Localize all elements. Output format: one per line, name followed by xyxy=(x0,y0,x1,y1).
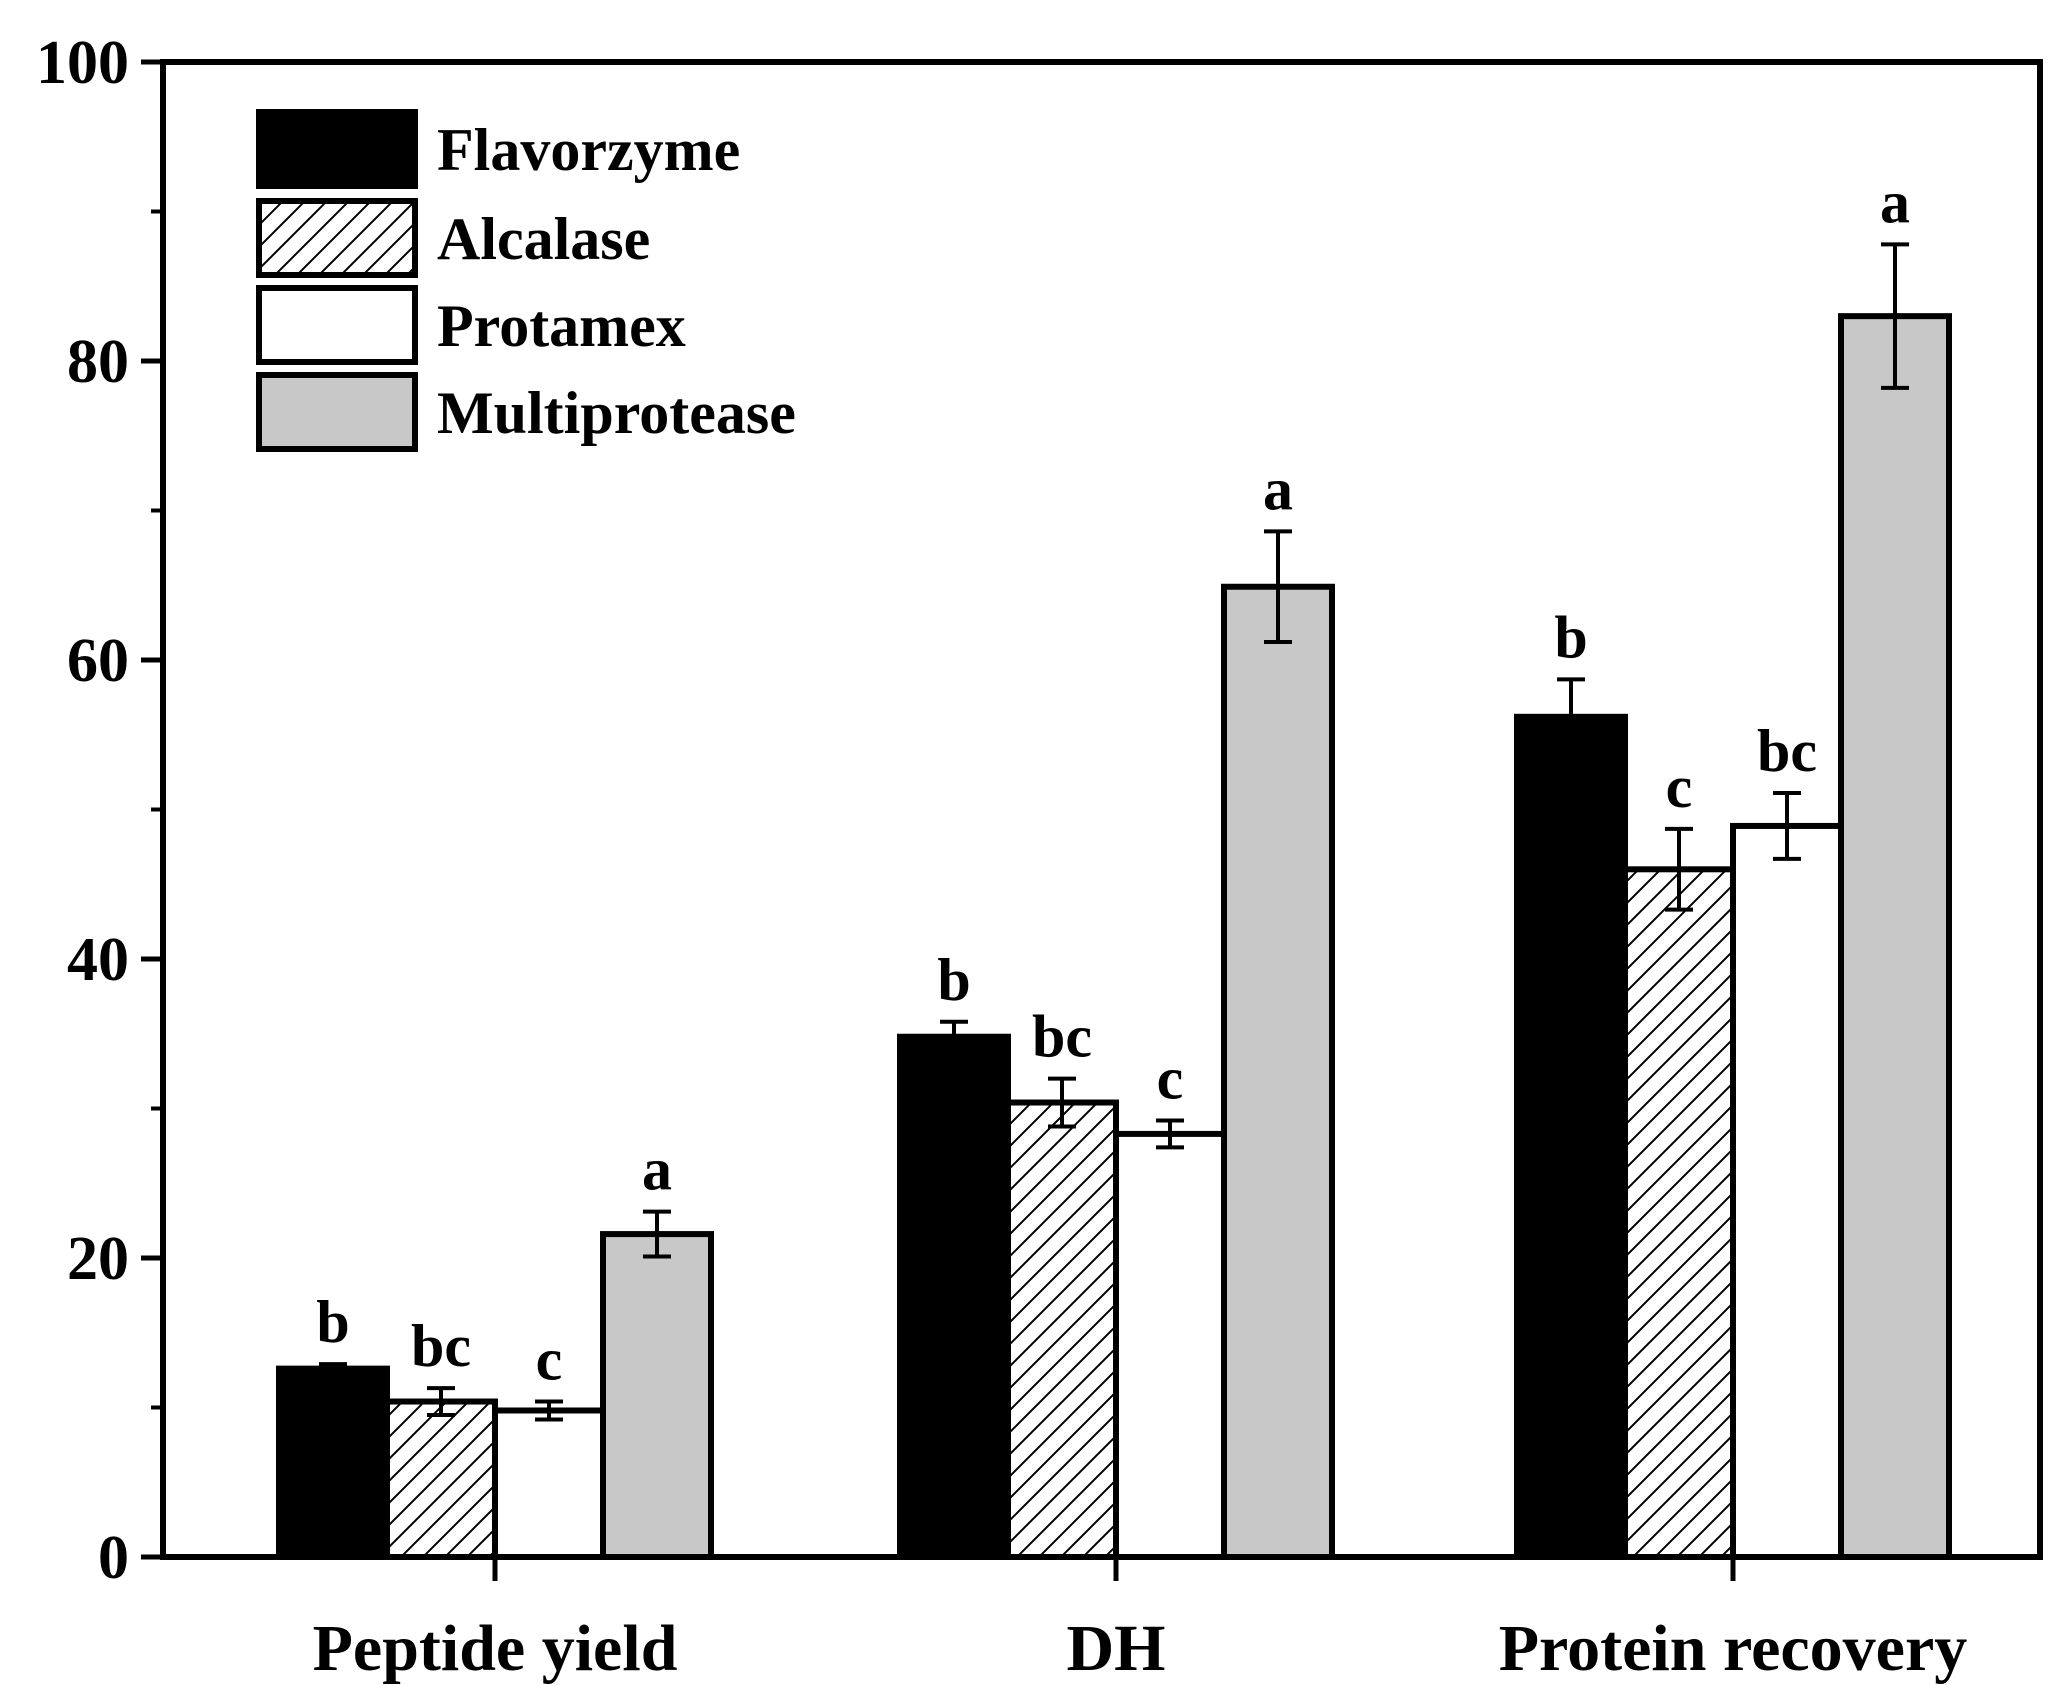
x-category-label: DH xyxy=(1067,1612,1166,1685)
legend-label-flavorzyme: Flavorzyme xyxy=(437,117,740,183)
bar-multiprotease-2 xyxy=(1838,313,1952,1560)
legend: Flavorzyme Alcalase Protamex Multiprotease xyxy=(256,109,796,452)
x-category-label: Peptide yield xyxy=(313,1612,678,1685)
bar-alcalase-0 xyxy=(384,1398,498,1561)
legend-swatch-flavorzyme xyxy=(256,109,418,189)
legend-swatch-protamex xyxy=(256,285,418,365)
legend-swatch-alcalase xyxy=(256,198,418,278)
bars-layer xyxy=(276,313,1952,1561)
significance-label: b xyxy=(937,947,970,1013)
bar-alcalase-1 xyxy=(1005,1099,1119,1561)
bar-flavorzyme-0 xyxy=(276,1365,390,1560)
significance-label: a xyxy=(1880,169,1910,235)
bar-protamex-0 xyxy=(492,1407,606,1560)
significance-label: b xyxy=(1554,604,1587,670)
significance-label: c xyxy=(536,1327,563,1393)
y-tick-label: 100 xyxy=(36,29,129,97)
significance-label: b xyxy=(316,1289,349,1355)
bar-multiprotease-0 xyxy=(600,1231,714,1560)
bar-flavorzyme-2 xyxy=(1514,713,1628,1560)
bar-flavorzyme-1 xyxy=(897,1033,1011,1560)
axes-layer: 0 20 40 60 80 100 Peptide yield DH Protein recov… xyxy=(36,29,2043,1685)
significance-label: c xyxy=(1157,1045,1184,1111)
significance-label: a xyxy=(1263,456,1293,522)
significance-label: a xyxy=(642,1137,672,1203)
y-tick-label: 0 xyxy=(98,1524,129,1592)
significance-label: bc xyxy=(1032,1004,1092,1070)
legend-label-protamex: Protamex xyxy=(437,293,686,359)
y-tick-label: 40 xyxy=(67,926,129,994)
significance-label: bc xyxy=(411,1313,471,1379)
error-bars-layer xyxy=(319,242,1909,1422)
bar-alcalase-2 xyxy=(1622,866,1736,1560)
legend-label-multiprotease: Multiprotease xyxy=(437,380,796,446)
y-tick-label: 80 xyxy=(67,328,129,396)
bar-multiprotease-1 xyxy=(1221,583,1335,1560)
x-category-label: Protein recovery xyxy=(1499,1612,1968,1685)
y-tick-label: 20 xyxy=(67,1225,129,1293)
significance-label: bc xyxy=(1757,718,1817,784)
significance-label: c xyxy=(1666,754,1693,820)
y-tick-label: 60 xyxy=(67,627,129,695)
legend-label-alcalase: Alcalase xyxy=(437,206,650,272)
legend-swatch-multiprotease xyxy=(256,372,418,452)
bar-protamex-1 xyxy=(1113,1130,1227,1561)
bar-protamex-2 xyxy=(1730,822,1844,1560)
